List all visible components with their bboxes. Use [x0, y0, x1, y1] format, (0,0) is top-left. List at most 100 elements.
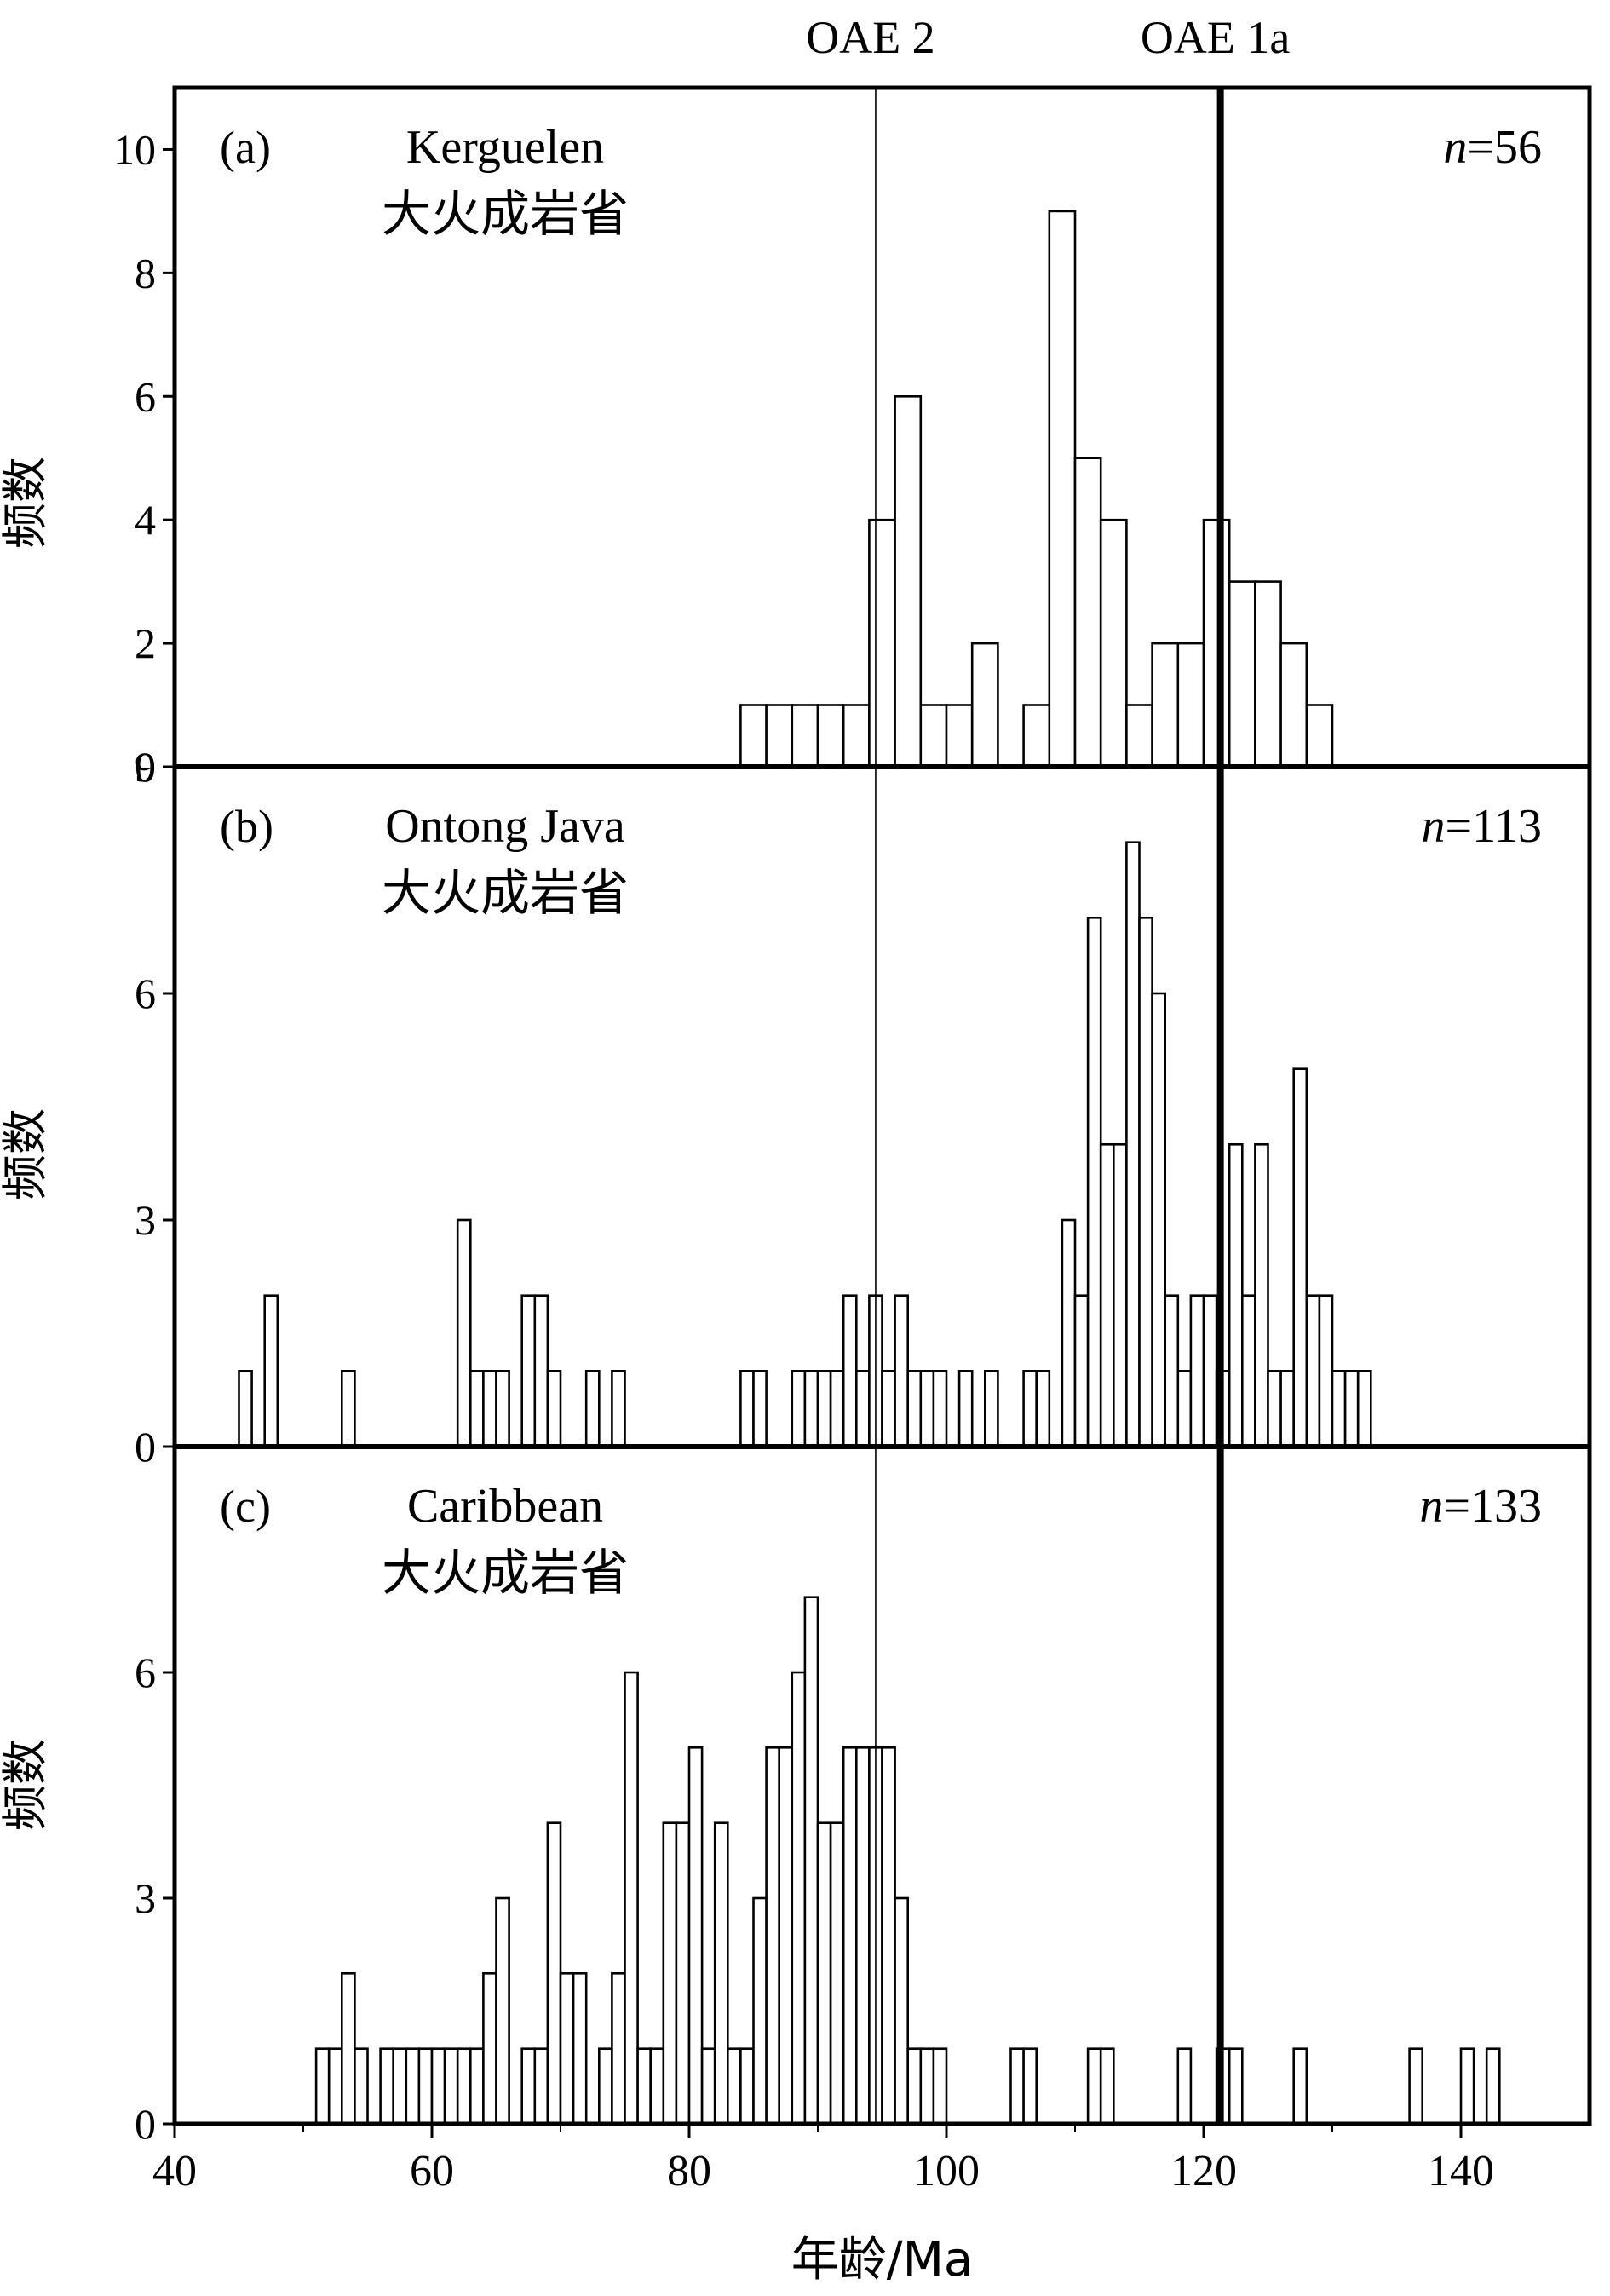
- histogram-bar: [624, 1671, 639, 2126]
- histogram-bar: [1279, 1370, 1295, 1448]
- sample-count: n=56: [1443, 121, 1542, 174]
- histogram-bar: [713, 1821, 729, 2126]
- histogram-bar: [1459, 2047, 1475, 2126]
- y-tick-label: 3: [135, 1196, 156, 1244]
- histogram-bar: [533, 1294, 549, 1448]
- histogram-bar: [1292, 2047, 1308, 2126]
- histogram-bar: [1176, 2047, 1193, 2126]
- histogram-bar: [1099, 1143, 1115, 1448]
- x-tick-label: 60: [410, 2147, 454, 2195]
- histogram-bar: [829, 1821, 845, 2126]
- y-tick-label: 10: [113, 125, 156, 173]
- histogram-bar: [881, 1370, 896, 1448]
- histogram-bar: [1241, 1294, 1256, 1448]
- histogram-bar: [1022, 1370, 1038, 1448]
- histogram-bar: [1189, 1294, 1205, 1448]
- histogram-bar: [803, 1370, 819, 1448]
- histogram-bar: [1022, 704, 1051, 768]
- panel-title: Kerguelen: [406, 121, 604, 174]
- histogram-bar: [1343, 1370, 1360, 1448]
- histogram-bar: [778, 1746, 794, 2126]
- y-axis-label: 频数: [0, 457, 52, 549]
- histogram-bar: [1086, 917, 1102, 1448]
- histogram-bar: [1073, 457, 1102, 768]
- histogram-bar: [1035, 1370, 1051, 1448]
- histogram-bar: [932, 2047, 948, 2126]
- histogram-bar: [803, 1596, 819, 2126]
- x-tick-label: 80: [667, 2147, 711, 2195]
- histogram-bar: [636, 2047, 652, 2126]
- histogram-bar: [662, 1821, 678, 2126]
- sample-count-symbol: n: [1419, 1480, 1443, 1533]
- x-tick-label: 120: [1170, 2147, 1237, 2195]
- histogram-bar: [739, 2047, 755, 2126]
- histogram-bar: [1009, 2047, 1025, 2126]
- panel-letter: (b): [220, 801, 273, 852]
- histogram-bar: [546, 1370, 562, 1448]
- histogram-bar: [881, 1746, 896, 2126]
- x-tick-label: 40: [152, 2147, 197, 2195]
- histogram-bar: [1151, 642, 1180, 768]
- sample-count-value: =56: [1467, 121, 1542, 174]
- histogram-bar: [842, 1746, 858, 2126]
- y-tick-label: 6: [135, 970, 156, 1017]
- y-tick-label: 0: [135, 1423, 156, 1470]
- histogram-bar: [379, 2047, 395, 2126]
- histogram-bar: [700, 2047, 716, 2126]
- histogram-bar: [482, 1972, 497, 2126]
- histogram-bar: [520, 1294, 537, 1448]
- histogram-bar: [675, 1821, 691, 2126]
- histogram-bar: [1125, 704, 1153, 768]
- histogram-bar: [945, 704, 974, 768]
- histogram-bar: [932, 1370, 948, 1448]
- histogram-bar: [919, 1370, 935, 1448]
- histogram-bar: [417, 2047, 434, 2126]
- histogram-bar: [739, 704, 768, 768]
- histogram-bar: [1292, 1067, 1308, 1448]
- histogram-bar: [919, 2047, 935, 2126]
- histogram-bar: [919, 704, 948, 768]
- histogram-bar: [894, 1294, 909, 1448]
- histogram-bar: [649, 2047, 665, 2126]
- histogram-bar: [726, 2047, 742, 2126]
- histogram-bar: [957, 1370, 974, 1448]
- y-axis-label: 频数: [0, 1739, 52, 1831]
- histogram-bar: [842, 704, 871, 768]
- histogram-bar: [456, 2047, 472, 2126]
- histogram-bar: [752, 1370, 768, 1448]
- histogram-bar: [584, 1370, 601, 1448]
- y-tick-label: 6: [135, 372, 156, 420]
- y-tick-label: 9: [135, 743, 156, 791]
- histogram-bar: [854, 1370, 871, 1448]
- histogram-bar: [495, 1370, 510, 1448]
- panel-letter: (c): [220, 1481, 271, 1532]
- panel-subtitle: 大火成岩省: [382, 864, 629, 922]
- histogram-bar: [1202, 1294, 1218, 1448]
- histogram-bar: [816, 704, 845, 768]
- histogram-bar: [572, 1972, 588, 2126]
- histogram-bar: [816, 1370, 832, 1448]
- histogram-bar: [791, 704, 819, 768]
- histogram-bar: [854, 1746, 871, 2126]
- histogram-bar: [340, 1972, 356, 2126]
- histogram-bar: [1356, 1370, 1372, 1448]
- histogram-bar: [1061, 1218, 1077, 1448]
- oae1a-label: OAE 1a: [1141, 12, 1290, 63]
- histogram-bar: [894, 1896, 909, 2126]
- y-tick-label: 0: [135, 2100, 156, 2148]
- histogram-bar: [1099, 2047, 1115, 2126]
- histogram-bar: [533, 2047, 549, 2126]
- histogram-bar: [456, 1218, 472, 1448]
- histogram-bar: [1151, 992, 1166, 1448]
- histogram-bar: [469, 1370, 485, 1448]
- histogram-bar: [1279, 642, 1308, 768]
- histogram-bar: [1022, 2047, 1038, 2126]
- histogram-bar: [559, 1972, 575, 2126]
- histogram-bar: [611, 1972, 626, 2126]
- sample-count-symbol: n: [1443, 121, 1467, 174]
- y-tick-label: 6: [135, 1649, 156, 1696]
- histogram-bar: [1267, 1370, 1282, 1448]
- sample-count-value: =133: [1443, 1480, 1542, 1533]
- panel-subtitle: 大火成岩省: [382, 185, 629, 243]
